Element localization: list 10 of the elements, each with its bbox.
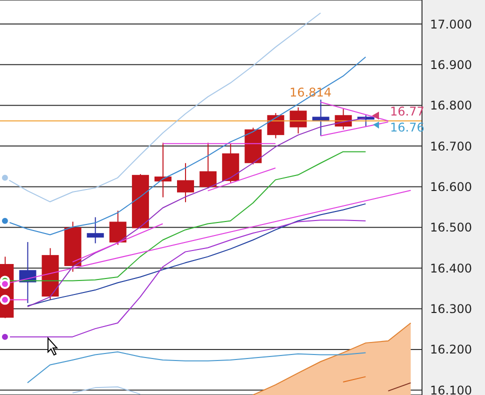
y-tick-label: 16.500 bbox=[430, 220, 472, 235]
y-tick-label: 16.300 bbox=[430, 302, 472, 316]
y-tick-label: 16.200 bbox=[430, 342, 472, 357]
y-tick-label: 16.400 bbox=[430, 261, 472, 276]
y-tick-label: 16.700 bbox=[430, 139, 472, 154]
y-tick-label: 16.100 bbox=[430, 383, 472, 395]
y-tick-label: 17.000 bbox=[430, 17, 472, 32]
y-tick-label: 16.900 bbox=[430, 58, 472, 72]
y-tick-label: 16.600 bbox=[430, 180, 472, 194]
y-tick-label: 16.800 bbox=[430, 98, 472, 113]
